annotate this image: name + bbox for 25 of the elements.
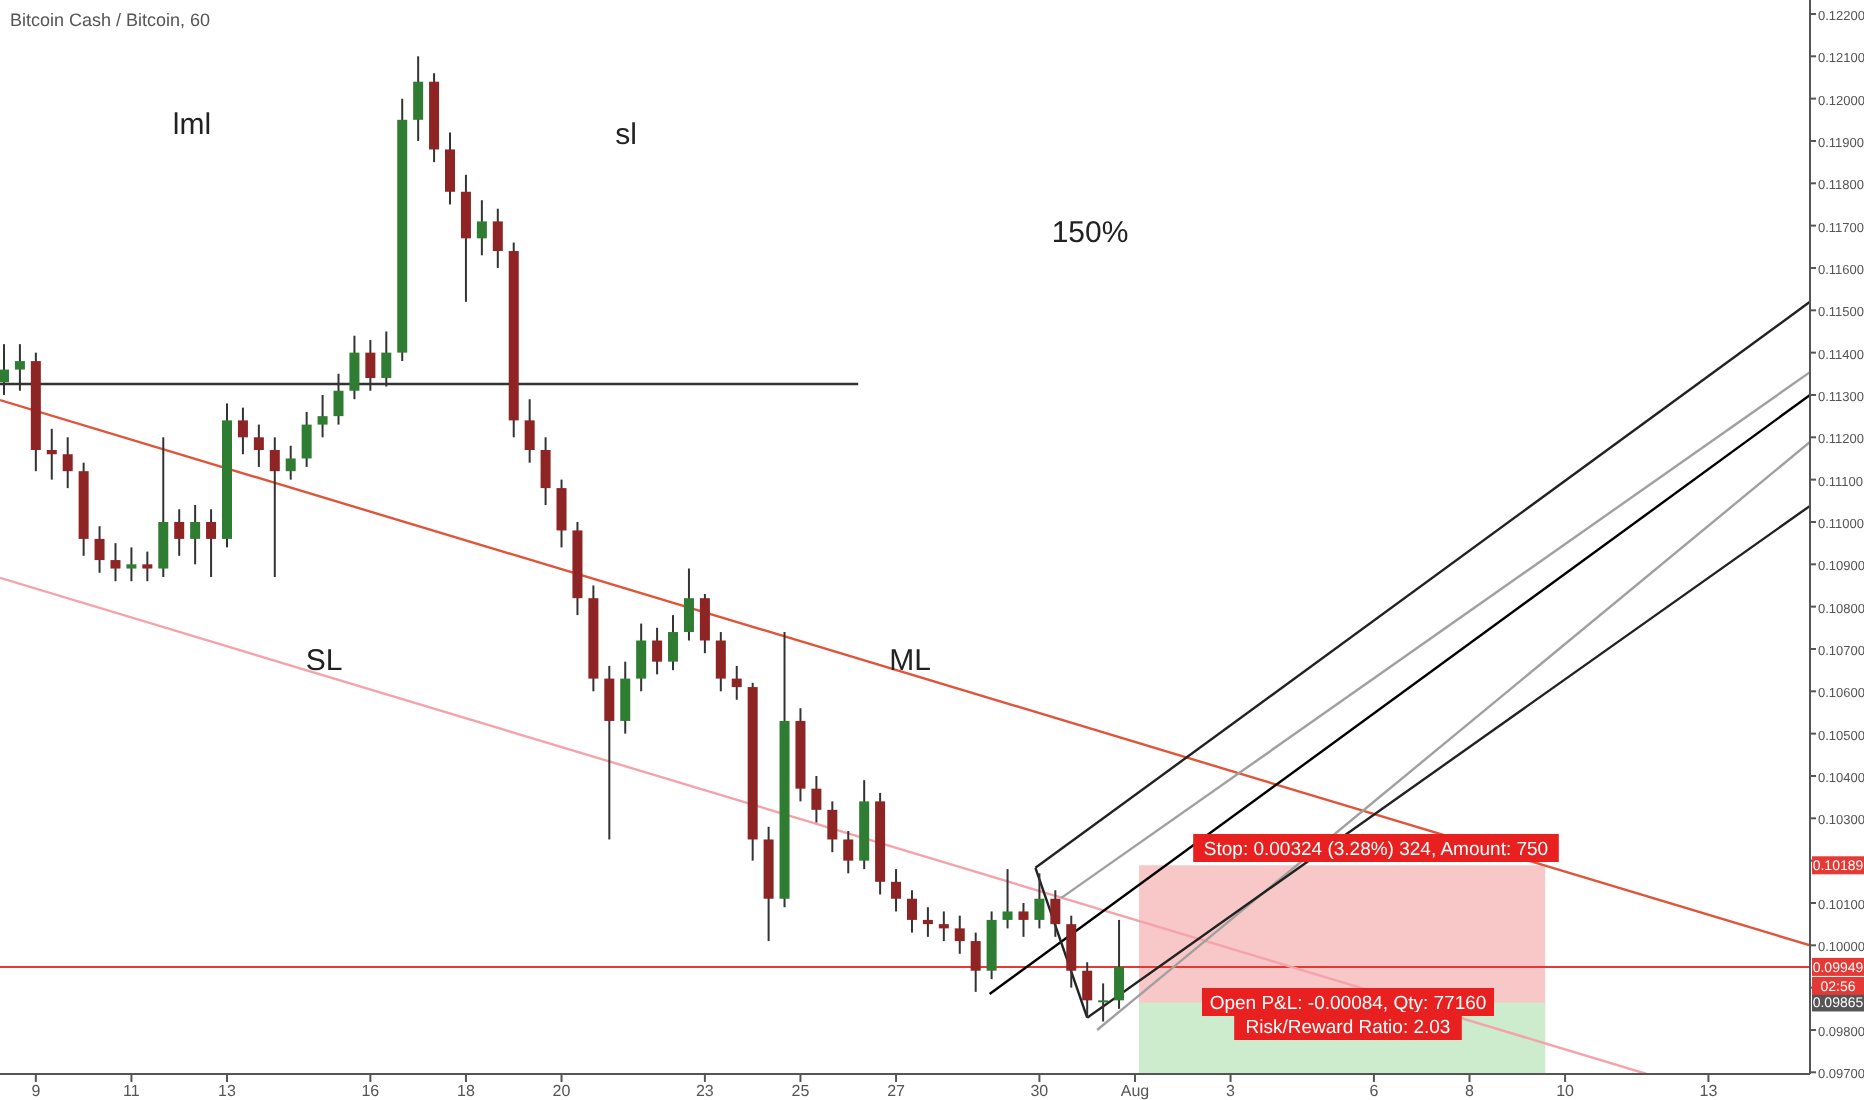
x-tick-label: 20 — [552, 1082, 572, 1100]
x-tick-label: 25 — [791, 1082, 811, 1100]
x-tick-label: 27 — [887, 1082, 907, 1100]
x-tick-label: 13 — [218, 1082, 237, 1100]
annotation: Open P&L: -0.00084, Qty: 77160 — [1209, 993, 1487, 1015]
x-tick-label: 9 — [31, 1082, 42, 1100]
annotation: ML — [889, 644, 931, 678]
x-tick-label: 30 — [1030, 1082, 1050, 1100]
annotation: Stop: 0.00324 (3.28%) 324, Amount: 750 — [1203, 839, 1549, 861]
x-tick-label: 18 — [457, 1082, 476, 1100]
x-tick-label: 23 — [695, 1082, 715, 1100]
x-tick-label: 6 — [1369, 1082, 1380, 1100]
annotation: 150% — [1051, 216, 1129, 250]
annotation: SL — [305, 644, 343, 678]
annotation: Risk/Reward Ratio: 2.03 — [1245, 1017, 1451, 1039]
x-tick-label: 8 — [1465, 1082, 1476, 1100]
text: Bitcoin Cash / Bitcoin, 60 — [10, 10, 211, 30]
annotation: lml — [172, 108, 212, 142]
x-tick-label: 11 — [123, 1082, 141, 1100]
annotation: sl — [615, 118, 637, 152]
x-tick-label: 13 — [1699, 1082, 1719, 1100]
x-tick-label: 10 — [1556, 1082, 1576, 1100]
x-tick-label: 3 — [1226, 1082, 1237, 1100]
x-tick-label: Aug — [1120, 1082, 1150, 1100]
x-tick-label: 16 — [361, 1082, 381, 1100]
